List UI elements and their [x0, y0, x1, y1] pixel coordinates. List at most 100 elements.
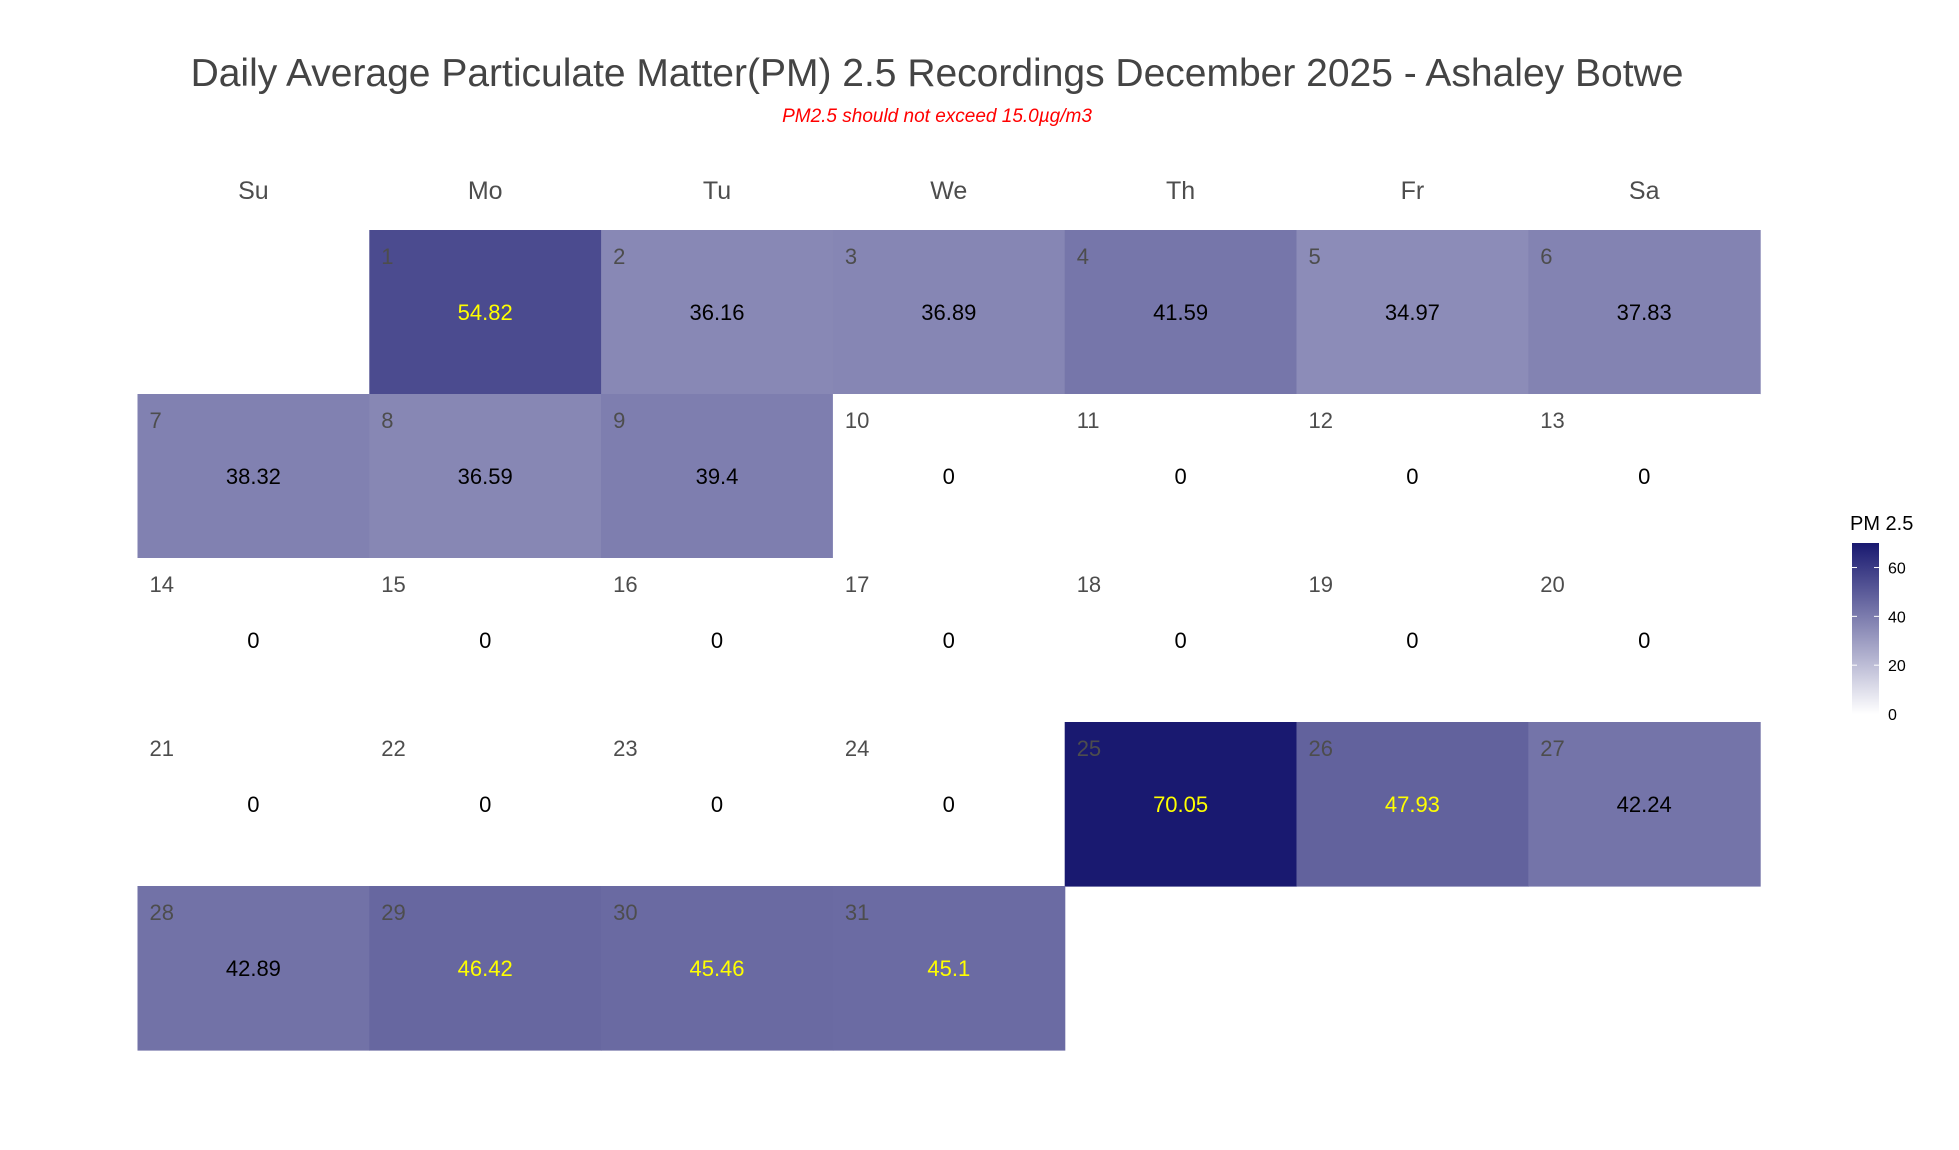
day-tile [1064, 230, 1298, 395]
day-number: 12 [1309, 408, 1333, 433]
day-number: 17 [845, 572, 869, 597]
chart-title: Daily Average Particulate Matter(PM) 2.5… [191, 52, 1684, 95]
color-legend: PM 2.5 0 20 40 60 [1850, 513, 1913, 724]
day-number: 15 [381, 572, 405, 597]
day-number: 1 [381, 244, 393, 269]
legend-tick-label: 40 [1888, 609, 1906, 626]
pm25-value-label: 41.59 [1153, 300, 1208, 325]
day-number: 13 [1540, 408, 1564, 433]
pm25-value-label: 0 [1174, 628, 1186, 653]
day-number: 4 [1077, 244, 1089, 269]
weekday-header-row: Su Mo Tu We Th Fr Sa [238, 177, 1659, 205]
day-cell-16: 16 0 [601, 558, 834, 723]
day-cell-3: 336.89 [832, 230, 1066, 395]
day-tile [1296, 394, 1529, 559]
legend-tick-label: 20 [1888, 658, 1906, 675]
day-cell-10: 10 0 [832, 394, 1066, 559]
weekday-label-mo: Mo [468, 177, 503, 205]
pm25-value-label: 0 [479, 792, 491, 817]
day-tile [832, 558, 1066, 723]
pm25-value-label: 42.89 [226, 956, 281, 981]
day-number: 30 [613, 900, 637, 925]
day-number: 24 [845, 736, 869, 761]
pm25-value-label: 0 [479, 628, 491, 653]
day-cell-28: 28 42.89 [137, 886, 370, 1051]
day-number: 19 [1309, 572, 1333, 597]
day-cell-1: 154.82 [369, 230, 602, 395]
day-number: 9 [613, 408, 625, 433]
day-tile [369, 722, 602, 887]
pm25-value-label: 39.4 [696, 464, 739, 489]
pm25-value-label: 37.83 [1617, 300, 1672, 325]
day-tile [601, 722, 834, 887]
pm25-value-label: 36.89 [921, 300, 976, 325]
pm25-value-label: 0 [1638, 628, 1650, 653]
day-tile [601, 886, 834, 1051]
day-tile [369, 394, 602, 559]
pm25-value-label: 0 [943, 464, 955, 489]
day-number: 11 [1077, 408, 1100, 433]
day-cell-4: 441.59 [1064, 230, 1298, 395]
day-tile [832, 230, 1066, 395]
day-tile [601, 558, 834, 723]
pm25-value-label: 47.93 [1385, 792, 1440, 817]
legend-ticks: 0 20 40 60 [1852, 561, 1906, 724]
day-tile [832, 722, 1066, 887]
day-cell-20: 20 0 [1528, 558, 1761, 723]
day-cell-25: 25 70.05 [1064, 722, 1298, 887]
day-tile [1064, 394, 1298, 559]
pm25-value-label: 54.82 [458, 300, 513, 325]
day-cell-24: 24 0 [832, 722, 1066, 887]
day-tile [832, 886, 1066, 1051]
pm25-value-label: 45.46 [689, 956, 744, 981]
pm25-value-label: 36.16 [689, 300, 744, 325]
day-tile [137, 886, 370, 1051]
day-tile [137, 394, 370, 559]
pm25-value-label: 0 [711, 792, 723, 817]
day-cell-6: 637.83 [1528, 230, 1761, 395]
day-cell-15: 15 0 [369, 558, 602, 723]
day-tile [1528, 558, 1761, 723]
day-cell-29: 29 46.42 [369, 886, 602, 1051]
day-cell-5: 534.97 [1296, 230, 1529, 395]
weekday-label-tu: Tu [703, 177, 731, 205]
calendar-grid: 154.82236.16336.89441.59534.97637.83738.… [137, 230, 1761, 1051]
legend-title: PM 2.5 [1850, 513, 1913, 535]
pm25-value-label: 0 [943, 628, 955, 653]
day-number: 28 [150, 900, 174, 925]
day-number: 8 [381, 408, 393, 433]
legend-tick-label: 0 [1888, 707, 1897, 724]
day-number: 2 [613, 244, 625, 269]
pm25-value-label: 0 [1174, 464, 1186, 489]
pm25-value-label: 0 [247, 792, 259, 817]
pm25-value-label: 45.1 [927, 956, 970, 981]
day-tile [1296, 722, 1529, 887]
day-cell-2: 236.16 [601, 230, 834, 395]
day-cell-30: 30 45.46 [601, 886, 834, 1051]
weekday-label-th: Th [1166, 177, 1195, 205]
day-cell-13: 13 0 [1528, 394, 1761, 559]
day-number: 27 [1540, 736, 1564, 761]
day-cell-18: 18 0 [1064, 558, 1298, 723]
pm25-value-label: 38.32 [226, 464, 281, 489]
pm25-value-label: 0 [247, 628, 259, 653]
day-cell-12: 12 0 [1296, 394, 1529, 559]
day-tile [1064, 558, 1298, 723]
pm25-value-label: 36.59 [458, 464, 513, 489]
day-cell-21: 21 0 [137, 722, 370, 887]
day-number: 5 [1309, 244, 1321, 269]
pm25-value-label: 70.05 [1153, 792, 1208, 817]
pm25-value-label: 0 [711, 628, 723, 653]
day-number: 23 [613, 736, 637, 761]
day-tile [1528, 230, 1761, 395]
day-number: 18 [1077, 572, 1101, 597]
day-number: 3 [845, 244, 857, 269]
day-tile [1296, 558, 1529, 723]
day-tile [369, 886, 602, 1051]
weekday-label-sa: Sa [1629, 177, 1660, 205]
day-cell-11: 11 0 [1064, 394, 1298, 559]
pm25-value-label: 0 [943, 792, 955, 817]
day-number: 29 [381, 900, 405, 925]
day-cell-23: 23 0 [601, 722, 834, 887]
chart-subtitle: PM2.5 should not exceed 15.0µg/m3 [782, 106, 1092, 127]
